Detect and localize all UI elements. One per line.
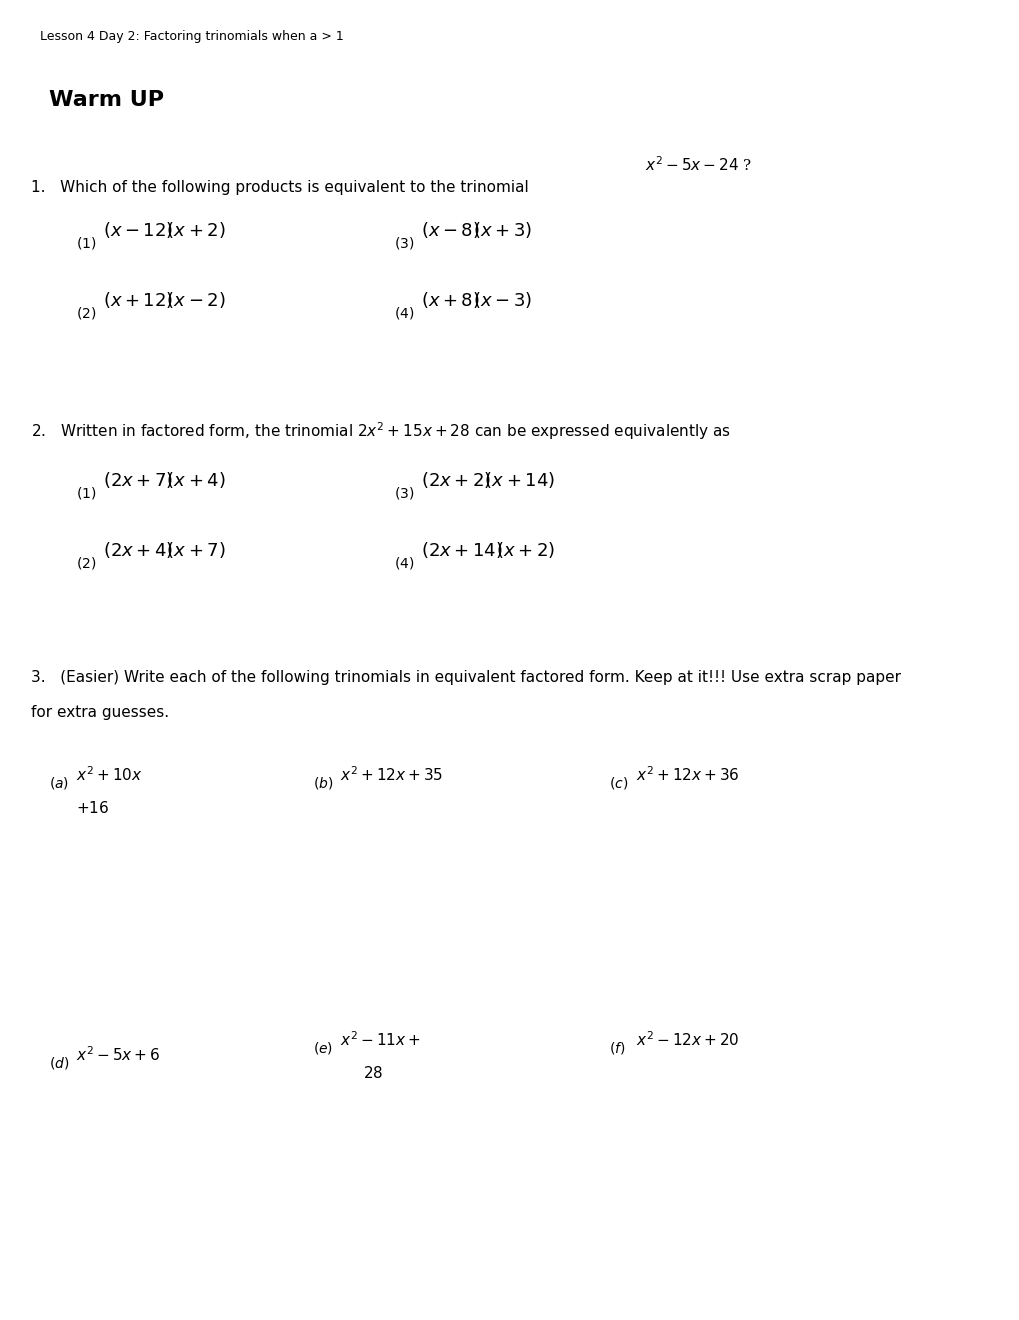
Text: $x^2+12x+36$: $x^2+12x+36$: [635, 766, 739, 784]
Text: $x^2-5x+6$: $x^2-5x+6$: [76, 1045, 160, 1064]
Text: $\left(2x+7\right)\!\!\left(x+4\right)$: $\left(2x+7\right)\!\!\left(x+4\right)$: [103, 470, 225, 490]
Text: $(1)$: $(1)$: [76, 235, 97, 251]
Text: $(a)$: $(a)$: [49, 775, 69, 791]
Text: $(3)$: $(3)$: [393, 235, 414, 251]
Text: $(e)$: $(e)$: [313, 1040, 333, 1056]
Text: $(d)$: $(d)$: [49, 1055, 69, 1071]
Text: $(4)$: $(4)$: [393, 554, 414, 572]
Text: $x^2-11x+$: $x^2-11x+$: [340, 1030, 421, 1048]
Text: $(4)$: $(4)$: [393, 305, 414, 321]
Text: $\left(x+8\right)\!\!\left(x-3\right)$: $\left(x+8\right)\!\!\left(x-3\right)$: [421, 290, 532, 310]
Text: $\left(x+12\right)\!\!\left(x-2\right)$: $\left(x+12\right)\!\!\left(x-2\right)$: [103, 290, 225, 310]
Text: 1.   Which of the following products is equivalent to the trinomial: 1. Which of the following products is eq…: [32, 180, 529, 195]
Text: 3.   (Easier) Write each of the following trinomials in equivalent factored form: 3. (Easier) Write each of the following …: [32, 671, 901, 685]
Text: $28$: $28$: [363, 1065, 382, 1081]
Text: 2.   Written in factored form, the trinomial $2x^2+15x+28$ can be expressed equi: 2. Written in factored form, the trinomi…: [32, 420, 731, 442]
Text: $(b)$: $(b)$: [313, 775, 333, 791]
Text: Lesson 4 Day 2: Factoring trinomials when a > 1: Lesson 4 Day 2: Factoring trinomials whe…: [41, 30, 343, 44]
Text: $\left(2x+4\right)\!\!\left(x+7\right)$: $\left(2x+4\right)\!\!\left(x+7\right)$: [103, 540, 225, 560]
Text: $\left(2x+14\right)\!\!\left(x+2\right)$: $\left(2x+14\right)\!\!\left(x+2\right)$: [421, 540, 554, 560]
Text: $\left(x-12\right)\!\!\left(x+2\right)$: $\left(x-12\right)\!\!\left(x+2\right)$: [103, 220, 225, 240]
Text: $(2)$: $(2)$: [76, 554, 97, 572]
Text: $x^2+12x+35$: $x^2+12x+35$: [340, 766, 443, 784]
Text: $(2)$: $(2)$: [76, 305, 97, 321]
Text: Warm UP: Warm UP: [49, 90, 164, 110]
Text: $x^2-12x+20$: $x^2-12x+20$: [635, 1030, 739, 1048]
Text: $x^2 - 5x - 24$ ?: $x^2 - 5x - 24$ ?: [644, 154, 751, 174]
Text: $+16$: $+16$: [76, 800, 109, 816]
Text: $(3)$: $(3)$: [393, 484, 414, 502]
Text: for extra guesses.: for extra guesses.: [32, 705, 169, 719]
Text: $x^2+10x$: $x^2+10x$: [76, 766, 143, 784]
Text: $\left(x-8\right)\!\!\left(x+3\right)$: $\left(x-8\right)\!\!\left(x+3\right)$: [421, 220, 532, 240]
Text: $(f)$: $(f)$: [608, 1040, 625, 1056]
Text: $(1)$: $(1)$: [76, 484, 97, 502]
Text: $\left(2x+2\right)\!\!\left(x+14\right)$: $\left(2x+2\right)\!\!\left(x+14\right)$: [421, 470, 554, 490]
Text: $(c)$: $(c)$: [608, 775, 628, 791]
